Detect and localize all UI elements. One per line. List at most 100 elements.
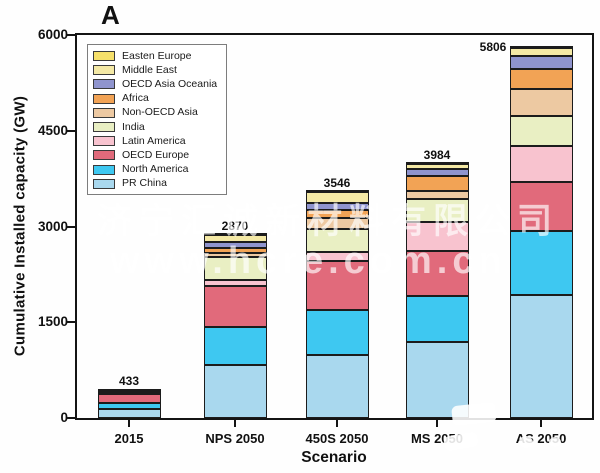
bar-segment: [405, 341, 469, 418]
legend-row: Easten Europe: [93, 49, 222, 63]
legend-row: PR China: [93, 177, 222, 191]
legend-row: India: [93, 120, 222, 134]
bar-segment: [405, 198, 469, 222]
bar-segment: [305, 310, 369, 356]
bar-segment: [509, 230, 573, 295]
bar-segment: [97, 391, 161, 394]
legend-label: OECD Europe: [122, 148, 190, 161]
y-tick-mark: [67, 225, 75, 228]
bar-segment: [97, 388, 161, 391]
bar-total-label: 3984: [423, 147, 451, 162]
x-category-label: NPS 2050: [205, 431, 265, 446]
bar-segment: [203, 233, 267, 236]
bar-segment: [509, 115, 573, 146]
legend-swatch: [93, 51, 115, 62]
bar-segment: [509, 88, 573, 116]
bar-segment: [305, 190, 369, 193]
y-tick-label: 3000: [37, 218, 68, 234]
x-tick-mark: [540, 420, 542, 427]
legend-row: North America: [93, 163, 222, 177]
legend-label: OECD Asia Oceania: [122, 77, 218, 90]
bar-segment: [203, 235, 267, 243]
bar-segment: [203, 253, 267, 258]
bar-segment: [97, 408, 161, 418]
bar-segment: [405, 168, 469, 176]
bar-segment: [509, 56, 573, 69]
y-tick-mark: [67, 34, 75, 36]
legend-items: Easten Europe Middle East OECD Asia Oceani…: [93, 49, 222, 191]
legend-label: Africa: [122, 92, 149, 105]
bar-segment: [97, 403, 161, 409]
x-tick-mark: [336, 420, 338, 427]
y-tick-mark: [67, 129, 75, 132]
legend-label: Middle East: [122, 63, 177, 76]
bar-segment: [509, 294, 573, 418]
y-tick-label: 1500: [37, 314, 68, 330]
bar-segment: [305, 202, 369, 210]
legend-swatch: [93, 107, 115, 118]
bar-segment: [405, 190, 469, 199]
panel-label: A: [101, 0, 120, 30]
bar-total-label: 433: [118, 374, 140, 389]
y-tick-label: 0: [60, 410, 68, 425]
bar-segment: [405, 295, 469, 342]
plot-area: [75, 33, 594, 420]
legend-label: India: [122, 120, 145, 133]
legend-swatch: [93, 122, 115, 133]
legend-swatch: [93, 65, 115, 76]
bar-segment: [509, 145, 573, 182]
x-category-label: MS 2050: [410, 431, 464, 446]
legend-swatch: [93, 79, 115, 90]
bar-segment: [405, 250, 469, 296]
bar-segment: [305, 252, 369, 262]
legend-swatch: [93, 164, 115, 175]
legend-label: Non-OECD Asia: [122, 106, 198, 119]
bar-segment: [305, 209, 369, 218]
legend-label: Easten Europe: [122, 49, 192, 62]
legend-swatch: [93, 150, 115, 161]
legend-row: Non-OECD Asia: [93, 106, 222, 120]
x-category-label: 450S 2050: [305, 431, 369, 446]
bar-segment: [305, 192, 369, 203]
y-tick-mark: [67, 417, 75, 419]
x-category-label: AS 2050: [515, 431, 567, 446]
x-tick-mark: [436, 420, 438, 427]
x-axis-title: Scenario: [301, 449, 367, 466]
legend-label: PR China: [122, 177, 167, 190]
bar-segment: [203, 248, 267, 253]
bar-total-label: 3546: [323, 175, 351, 190]
bar-segment: [203, 242, 267, 249]
bar-segment: [405, 175, 469, 191]
bar-segment: [305, 229, 369, 253]
bar-segment: [509, 181, 573, 231]
y-tick-label: 6000: [37, 27, 68, 42]
legend-label: North America: [122, 163, 189, 176]
legend-row: Latin America: [93, 134, 222, 148]
bar-segment: [203, 365, 267, 418]
bar-segment: [509, 68, 573, 89]
legend-swatch: [93, 93, 115, 104]
legend-row: OECD Asia Oceania: [93, 77, 222, 91]
bar-segment: [405, 162, 469, 165]
bar-segment: [405, 221, 469, 251]
bar-segment: [509, 48, 573, 57]
bar-segment: [305, 261, 369, 311]
x-tick-mark: [234, 420, 236, 427]
bar-segment: [203, 286, 267, 328]
x-category-label: 2015: [114, 431, 144, 446]
bar-total-label: 5806: [479, 40, 507, 55]
bar-segment: [509, 46, 573, 49]
legend-row: OECD Europe: [93, 148, 222, 162]
bar-segment: [203, 280, 267, 287]
legend-row: Middle East: [93, 63, 222, 77]
x-tick-mark: [128, 420, 130, 427]
legend-row: Africa: [93, 92, 222, 106]
bar-segment: [305, 355, 369, 418]
bar-segment: [203, 327, 267, 366]
bar-segment: [305, 217, 369, 230]
y-tick-label: 4500: [37, 122, 68, 138]
bar-segment: [203, 257, 267, 281]
legend: Easten Europe Middle East OECD Asia Oceani…: [87, 44, 227, 195]
legend-swatch: [93, 178, 115, 189]
